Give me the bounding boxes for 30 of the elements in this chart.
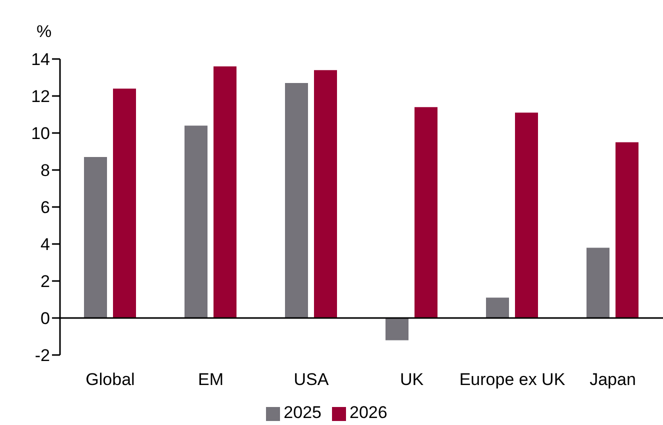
x-tick-label: UK <box>400 370 424 390</box>
y-tick-label: 8 <box>40 161 50 180</box>
y-axis-title: % <box>36 22 52 41</box>
y-tick-label: 6 <box>40 198 50 218</box>
x-tick-label: Japan <box>590 370 636 390</box>
x-tick-label: USA <box>294 370 330 390</box>
bar <box>386 318 408 340</box>
legend-label: 2025 <box>284 403 322 422</box>
bar <box>586 248 610 318</box>
y-tick-label: 10 <box>31 124 50 144</box>
y-tick-label: 14 <box>31 50 50 70</box>
bar <box>414 107 438 318</box>
legend-label: 2026 <box>350 403 388 422</box>
bar <box>314 70 337 318</box>
bar <box>616 142 638 318</box>
y-tick-label: 12 <box>31 87 50 106</box>
y-tick-label: 0 <box>40 309 50 328</box>
y-tick-label: 2 <box>40 272 50 292</box>
y-tick-label: -2 <box>34 346 50 366</box>
bar <box>515 112 538 318</box>
y-tick-label: 4 <box>40 235 50 254</box>
bar <box>84 157 107 318</box>
x-tick-label: EM <box>198 370 224 390</box>
bar <box>285 83 308 318</box>
x-tick-label: Europe ex UK <box>459 370 566 390</box>
bar <box>184 126 208 318</box>
x-tick-label: Global <box>86 370 135 390</box>
bar <box>113 88 136 318</box>
bar <box>486 298 509 318</box>
bar <box>214 66 236 318</box>
